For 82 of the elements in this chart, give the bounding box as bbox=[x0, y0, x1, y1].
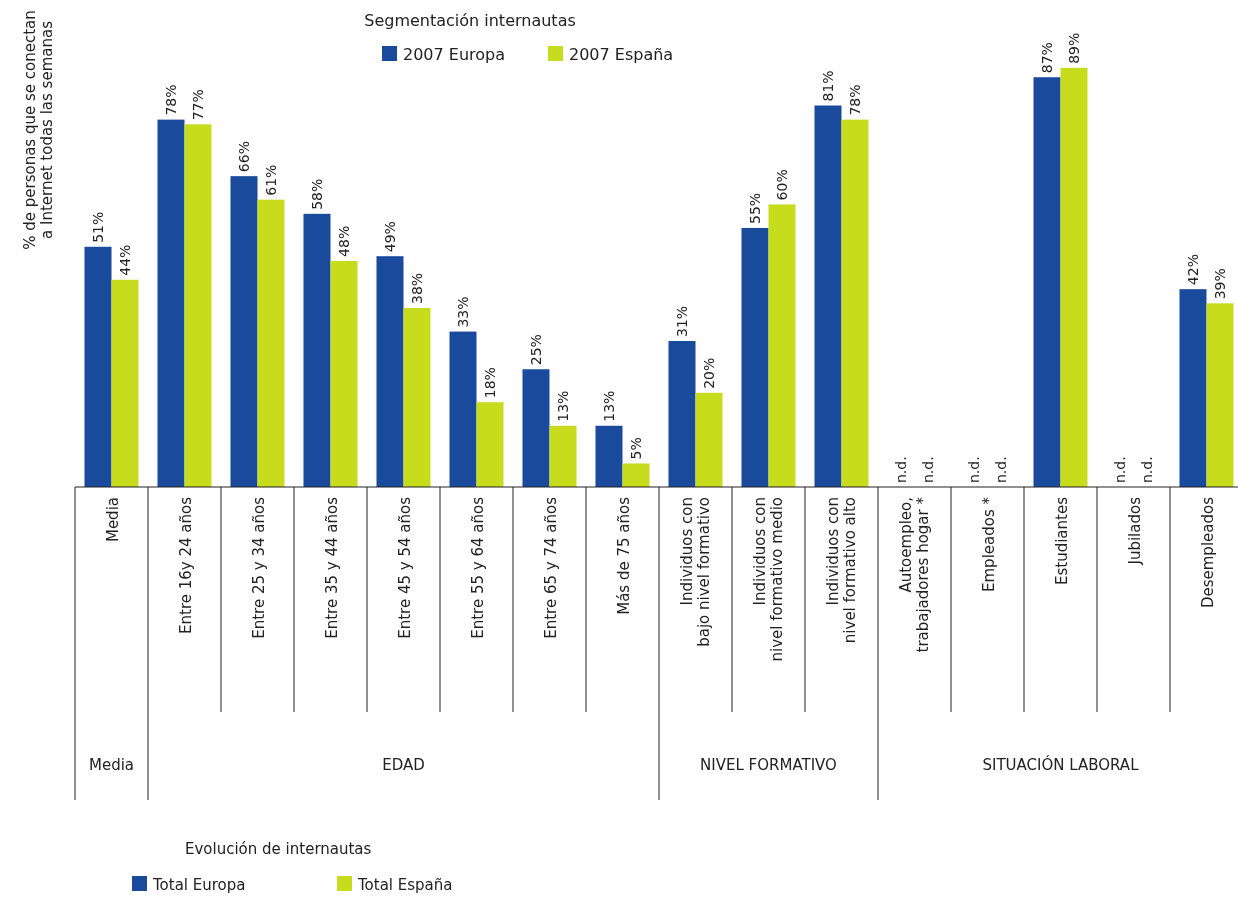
x-tick-label: Entre 65 y 74 años bbox=[541, 496, 560, 639]
text: Total España bbox=[357, 876, 453, 894]
x-tick-label: Entre 25 y 34 años bbox=[249, 496, 268, 639]
data-label: 5% bbox=[628, 437, 645, 460]
text: Evolución de internautas bbox=[185, 840, 372, 858]
bar bbox=[695, 392, 723, 487]
bar bbox=[230, 176, 258, 487]
text: n.d. bbox=[965, 456, 982, 483]
bar bbox=[595, 425, 623, 487]
data-label: 66% bbox=[235, 141, 252, 173]
text: SITUACIÓN LABORAL bbox=[982, 755, 1140, 774]
data-label: 33% bbox=[454, 296, 471, 328]
data-label: 38% bbox=[409, 272, 426, 305]
data-label: 13% bbox=[555, 390, 572, 422]
data-label: 48% bbox=[336, 225, 353, 257]
data-label: 42% bbox=[1184, 254, 1201, 286]
bar bbox=[476, 402, 504, 487]
data-label: 25% bbox=[527, 334, 544, 366]
x-tick-label: Desempleados bbox=[1198, 496, 1217, 609]
text: n.d. bbox=[993, 456, 1010, 483]
text: NIVEL FORMATIVO bbox=[700, 756, 837, 774]
data-label: 78% bbox=[162, 84, 179, 116]
data-label: 78% bbox=[847, 84, 864, 116]
text: Total Europa bbox=[152, 876, 246, 894]
data-label: 81% bbox=[819, 70, 836, 102]
bar bbox=[157, 119, 185, 487]
data-label: 51% bbox=[90, 211, 106, 243]
data-label: 18% bbox=[482, 367, 499, 399]
x-tick-label: Individuos con bajo nivel formativo bbox=[677, 497, 713, 647]
bar bbox=[814, 105, 842, 487]
bar bbox=[668, 340, 696, 487]
x-tick-label: Empleados * bbox=[979, 496, 998, 592]
x-tick-label: Más de 75 años bbox=[614, 496, 633, 615]
bar bbox=[1060, 67, 1088, 487]
data-label: 39% bbox=[1212, 268, 1229, 300]
data-label: 58% bbox=[308, 178, 325, 210]
text: Media bbox=[88, 756, 135, 774]
text: n.d. bbox=[1111, 456, 1128, 483]
bar bbox=[522, 369, 550, 487]
data-label: 77% bbox=[190, 89, 207, 121]
bar bbox=[84, 246, 112, 487]
data-label: 20% bbox=[701, 357, 718, 389]
bar bbox=[330, 260, 358, 487]
y-axis-title: % de personas que se conectan a Internet todas las semanas bbox=[21, 10, 56, 250]
data-label: 31% bbox=[673, 305, 690, 337]
data-label: 49% bbox=[381, 221, 398, 253]
bar bbox=[1206, 303, 1234, 487]
text: n.d. bbox=[1139, 456, 1156, 483]
bar bbox=[1179, 289, 1207, 487]
bar bbox=[303, 213, 331, 487]
bar bbox=[741, 227, 769, 487]
bar bbox=[403, 308, 431, 487]
legend-label: 2007 España bbox=[569, 45, 674, 64]
data-label: 13% bbox=[600, 390, 617, 422]
data-label: 55% bbox=[746, 192, 763, 224]
bar bbox=[257, 199, 285, 487]
x-tick-label: Estudiantes bbox=[1052, 496, 1071, 585]
bar bbox=[1033, 77, 1061, 487]
bar bbox=[376, 256, 404, 487]
data-label: 61% bbox=[263, 164, 280, 196]
text: n.d. bbox=[892, 456, 909, 483]
text: EDAD bbox=[382, 756, 425, 774]
text: n.d. bbox=[920, 456, 937, 483]
bar bbox=[549, 425, 577, 487]
data-label: 89% bbox=[1066, 32, 1083, 64]
legend-label: 2007 Europa bbox=[403, 45, 506, 64]
bar bbox=[768, 204, 796, 487]
x-tick-label: Entre 55 y 64 años bbox=[468, 496, 487, 639]
data-label: 44% bbox=[117, 244, 134, 276]
x-tick-label: Jubilados bbox=[1125, 496, 1144, 566]
bar bbox=[622, 463, 650, 487]
data-label: 87% bbox=[1038, 42, 1055, 74]
bar bbox=[449, 331, 477, 487]
x-tick-label: Entre 16y 24 años bbox=[176, 496, 195, 634]
x-tick-label: Media bbox=[103, 497, 122, 543]
bar bbox=[111, 279, 139, 487]
x-tick-label: Entre 35 y 44 años bbox=[322, 496, 341, 639]
bar bbox=[841, 119, 869, 487]
x-tick-label: Entre 45 y 54 años bbox=[395, 496, 414, 639]
chart-title: Segmentación internautas bbox=[364, 11, 576, 30]
bar bbox=[184, 124, 212, 487]
data-label: 60% bbox=[774, 169, 791, 201]
